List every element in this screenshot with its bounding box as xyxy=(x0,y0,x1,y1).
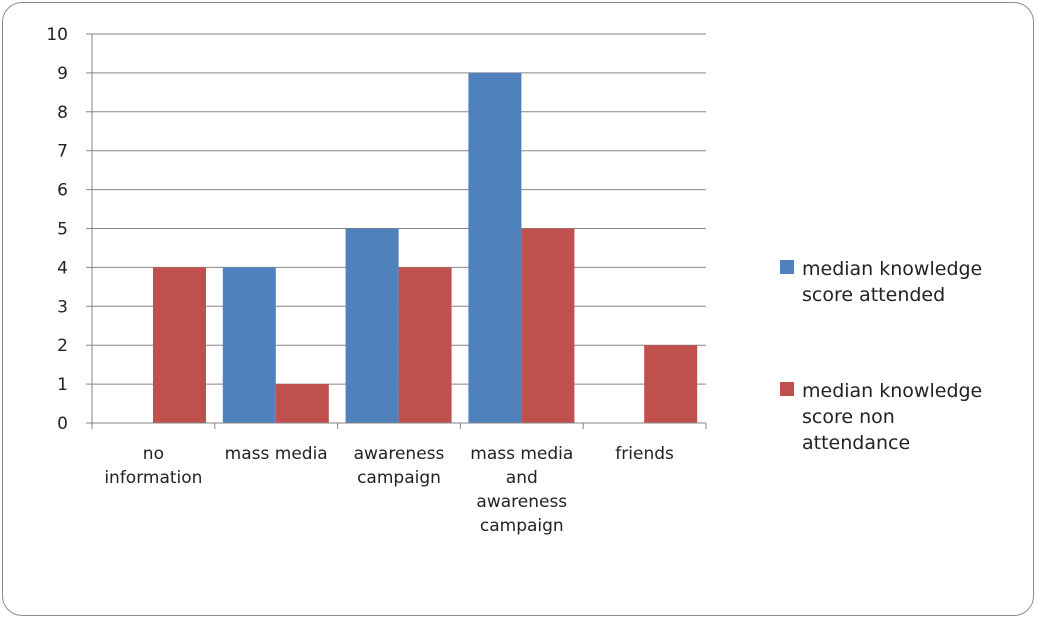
y-tick-labels: 0 1 2 3 4 5 6 7 8 9 10 xyxy=(46,25,68,434)
y-tick-label: 10 xyxy=(46,25,68,45)
category-label: awareness campaign xyxy=(354,444,445,488)
legend: median knowledge score attended median kno… xyxy=(780,258,982,454)
axes xyxy=(86,33,707,429)
bars xyxy=(153,72,698,424)
y-tick-label: 1 xyxy=(57,375,68,395)
y-tick-label: 4 xyxy=(57,258,68,278)
y-tick-label: 8 xyxy=(57,103,68,123)
bar-series-2 xyxy=(521,228,575,423)
y-tick-label: 9 xyxy=(57,64,68,84)
y-tick-label: 3 xyxy=(57,297,68,317)
legend-swatch xyxy=(780,382,794,396)
bar-series-2 xyxy=(398,267,452,423)
category-label: friends xyxy=(615,444,674,464)
bar-series-2 xyxy=(275,384,329,423)
bar-series-1 xyxy=(222,267,276,423)
bar-series-2 xyxy=(153,267,206,423)
y-tick-label: 2 xyxy=(57,336,68,356)
bar-series-1 xyxy=(345,228,399,423)
y-tick-label: 5 xyxy=(57,220,68,240)
category-label: no information xyxy=(104,444,202,488)
y-tick-label: 6 xyxy=(57,181,68,201)
category-label: mass media xyxy=(225,444,328,464)
legend-swatch xyxy=(780,260,794,274)
legend-label: median knowledge score non attendance xyxy=(802,380,982,454)
bar-series-1 xyxy=(468,72,522,424)
y-tick-label: 0 xyxy=(57,414,68,434)
legend-label: median knowledge score attended xyxy=(802,258,982,306)
bar-series-2 xyxy=(644,345,698,423)
category-label: mass media and awareness campaign xyxy=(470,444,573,536)
category-labels: no information mass media awareness campaign… xyxy=(104,444,674,536)
y-tick-label: 7 xyxy=(57,142,68,162)
